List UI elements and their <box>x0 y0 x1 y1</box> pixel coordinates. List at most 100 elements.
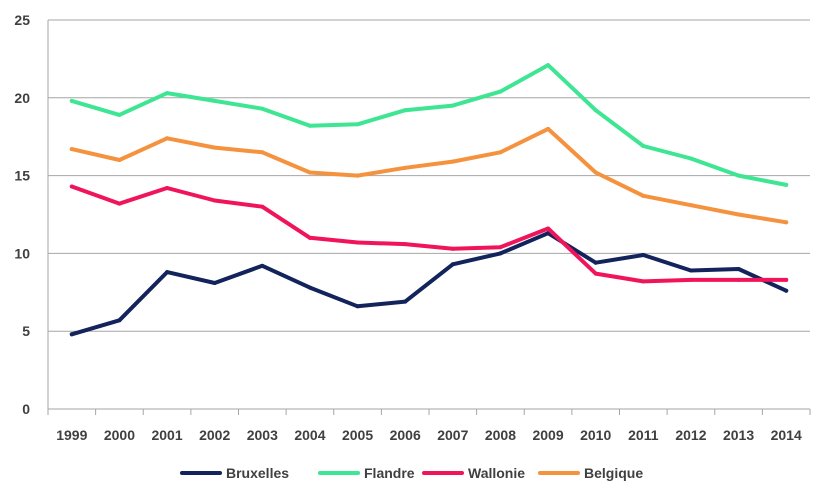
x-tick-label: 2007 <box>437 427 468 443</box>
data-point-bruxelles <box>450 262 455 267</box>
data-point-bruxelles <box>498 251 503 256</box>
data-point-wallonie <box>212 198 217 203</box>
x-tick-label: 2004 <box>294 427 325 443</box>
series-lines <box>69 63 789 337</box>
data-point-belgique <box>688 203 693 208</box>
data-point-flandre <box>117 112 122 117</box>
data-point-flandre <box>546 63 551 68</box>
data-point-flandre <box>260 106 265 111</box>
data-point-wallonie <box>736 277 741 282</box>
series-line-bruxelles <box>69 231 789 337</box>
data-point-flandre <box>641 144 646 149</box>
y-tick-label: 15 <box>14 168 30 184</box>
legend-label: Belgique <box>584 465 643 481</box>
data-point-belgique <box>450 159 455 164</box>
data-point-wallonie <box>355 240 360 245</box>
x-tick-label: 2012 <box>675 427 706 443</box>
y-tick-label: 20 <box>14 90 30 106</box>
data-point-bruxelles <box>117 318 122 323</box>
x-tick-label: 2009 <box>532 427 563 443</box>
data-point-bruxelles <box>165 270 170 275</box>
gridlines <box>47 19 811 415</box>
data-point-wallonie <box>450 246 455 251</box>
data-point-wallonie <box>688 277 693 282</box>
data-point-wallonie <box>641 279 646 284</box>
data-point-wallonie <box>498 245 503 250</box>
data-point-bruxelles <box>403 299 408 304</box>
x-tick-label: 2013 <box>723 427 754 443</box>
x-tick-label: 2005 <box>342 427 373 443</box>
data-point-belgique <box>260 150 265 155</box>
x-tick-label: 1999 <box>56 427 87 443</box>
data-point-bruxelles <box>307 285 312 290</box>
series-line-flandre <box>69 63 789 187</box>
y-tick-label: 0 <box>22 401 30 417</box>
data-point-bruxelles <box>641 252 646 257</box>
data-point-bruxelles <box>688 268 693 273</box>
x-tick-label: 2010 <box>580 427 611 443</box>
data-point-bruxelles <box>260 263 265 268</box>
y-tick-label: 10 <box>14 245 30 261</box>
data-point-belgique <box>498 150 503 155</box>
data-point-wallonie <box>260 204 265 209</box>
data-point-bruxelles <box>355 304 360 309</box>
data-point-belgique <box>593 170 598 175</box>
data-point-belgique <box>736 212 741 217</box>
data-point-belgique <box>784 220 789 225</box>
data-point-belgique <box>403 165 408 170</box>
data-point-wallonie <box>69 184 74 189</box>
data-point-flandre <box>212 98 217 103</box>
data-point-flandre <box>355 122 360 127</box>
data-point-flandre <box>165 91 170 96</box>
series-line-belgique <box>69 126 789 225</box>
data-point-wallonie <box>593 271 598 276</box>
x-tick-label: 2003 <box>247 427 278 443</box>
data-point-flandre <box>688 156 693 161</box>
data-point-wallonie <box>784 277 789 282</box>
x-tick-label: 2000 <box>104 427 135 443</box>
x-tick-label: 2011 <box>628 427 659 443</box>
data-point-belgique <box>355 173 360 178</box>
data-point-flandre <box>307 123 312 128</box>
data-point-flandre <box>450 103 455 108</box>
x-axis-tick-labels: 1999 2000 2001 2002 2003 2004 2005 2006 2007 2008… <box>56 427 802 443</box>
data-point-flandre <box>736 173 741 178</box>
series-line-wallonie <box>69 184 789 284</box>
data-point-belgique <box>117 158 122 163</box>
data-point-wallonie <box>403 242 408 247</box>
data-point-flandre <box>69 98 74 103</box>
legend: Bruxelles Flandre Wallonie Belgique <box>180 465 643 481</box>
data-point-belgique <box>307 170 312 175</box>
data-point-wallonie <box>117 201 122 206</box>
data-point-flandre <box>403 108 408 113</box>
data-point-belgique <box>546 126 551 131</box>
x-tick-label: 2006 <box>390 427 421 443</box>
data-point-flandre <box>593 108 598 113</box>
data-point-bruxelles <box>212 280 217 285</box>
y-tick-label: 25 <box>14 12 30 28</box>
data-point-bruxelles <box>69 332 74 337</box>
data-point-flandre <box>498 89 503 94</box>
data-point-bruxelles <box>593 260 598 265</box>
x-tick-label: 2002 <box>199 427 230 443</box>
legend-label: Flandre <box>364 465 415 481</box>
data-point-wallonie <box>546 226 551 231</box>
y-tick-label: 5 <box>22 323 30 339</box>
data-point-bruxelles <box>784 288 789 293</box>
x-tick-label: 2014 <box>771 427 802 443</box>
legend-label: Wallonie <box>468 465 525 481</box>
data-point-wallonie <box>165 186 170 191</box>
data-point-belgique <box>69 147 74 152</box>
x-tick-label: 2008 <box>485 427 516 443</box>
x-tick-label: 2001 <box>151 427 182 443</box>
legend-label: Bruxelles <box>226 465 289 481</box>
data-point-belgique <box>641 193 646 198</box>
data-point-bruxelles <box>736 266 741 271</box>
data-point-belgique <box>212 145 217 150</box>
data-point-wallonie <box>307 235 312 240</box>
y-axis-tick-labels: 0 5 10 15 20 25 <box>14 12 30 417</box>
data-point-bruxelles <box>546 231 551 236</box>
data-point-flandre <box>784 182 789 187</box>
data-point-belgique <box>165 136 170 141</box>
